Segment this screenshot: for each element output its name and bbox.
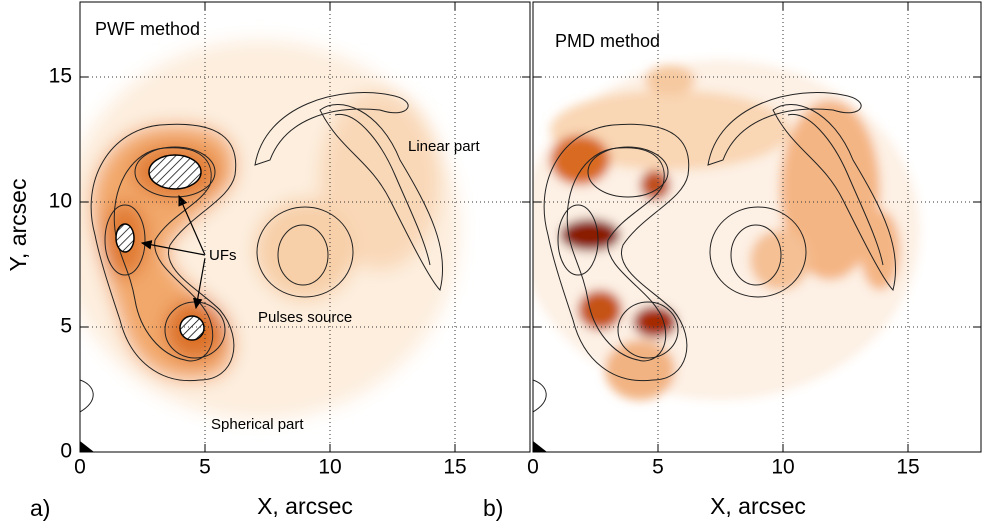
panel-title: PMD method: [555, 31, 660, 51]
x-tick-label: 15: [896, 456, 919, 479]
plot-frame: [532, 1, 982, 453]
x-tick-label: 0: [74, 456, 86, 479]
annotation: UFs: [209, 247, 237, 264]
y-tick-label: 5: [60, 315, 72, 338]
y-tick-label: 0: [60, 440, 72, 463]
annotation: Linear part: [408, 138, 481, 155]
panel-title: PWF method: [95, 19, 200, 39]
panel-label: a): [30, 495, 50, 521]
x-tick-label: 0: [527, 456, 539, 479]
y-tick-label: 15: [49, 65, 72, 88]
heatmap-a: [80, 40, 460, 452]
x-tick-label: 10: [318, 456, 341, 479]
x-axis-label: X, arcsec: [257, 493, 353, 519]
x-tick-label: 5: [199, 456, 211, 479]
heatmap-b: [533, 60, 920, 452]
x-axis-label: X, arcsec: [710, 493, 806, 519]
x-tick-label: 15: [443, 456, 466, 479]
y-tick-label: 10: [49, 190, 72, 213]
annotation: Spherical part: [211, 416, 304, 433]
x-tick-label: 5: [652, 456, 664, 479]
annotation: Pulses source: [258, 309, 352, 326]
y-axis-label: Y, arcsec: [5, 179, 31, 272]
panel-label: b): [483, 495, 503, 521]
x-tick-label: 10: [771, 456, 794, 479]
plot-frame: [79, 1, 531, 453]
